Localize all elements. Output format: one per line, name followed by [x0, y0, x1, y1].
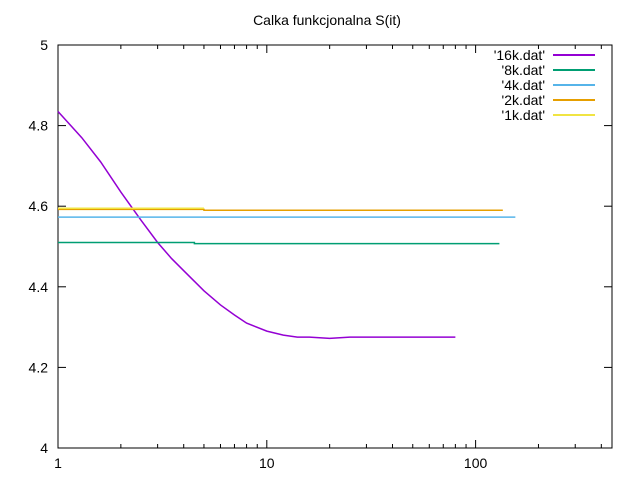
axes: 4 4.2 4.4 4.6 4.8 5 1 10 100: [29, 37, 613, 471]
legend: '16k.dat''8k.dat''4k.dat''2k.dat''1k.dat…: [494, 47, 595, 123]
y-tick-label: 4.2: [29, 359, 49, 375]
legend-label: '8k.dat': [502, 62, 545, 78]
series-line-8kdat: [58, 241, 500, 245]
plot-frame: [57, 44, 613, 449]
y-tick-label: 4: [40, 440, 48, 456]
series-line-2kdat: [58, 208, 503, 211]
x-tick-label: 100: [464, 455, 488, 471]
x-tick-label: 1: [54, 455, 62, 471]
legend-label: '2k.dat': [502, 92, 545, 108]
y-tick-label: 5: [40, 37, 48, 53]
legend-label: '16k.dat': [494, 47, 545, 63]
series-line-16kdat: [57, 110, 456, 340]
series-group: [57, 110, 516, 340]
legend-label: '1k.dat': [502, 107, 545, 123]
y-tick-label: 4.4: [29, 279, 49, 295]
x-tick-label: 10: [259, 455, 275, 471]
y-tick-label: 4.8: [29, 118, 49, 134]
chart-title: Calka funkcjonalna S(it): [253, 12, 401, 28]
legend-label: '4k.dat': [502, 77, 545, 93]
y-tick-label: 4.6: [29, 198, 49, 214]
